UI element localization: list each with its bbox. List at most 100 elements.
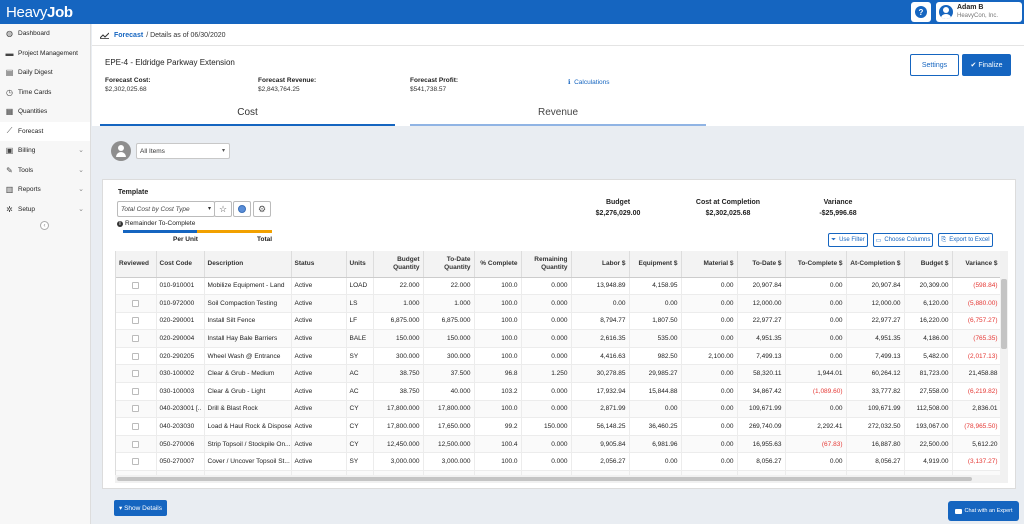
- sidebar-item-label: Setup: [18, 205, 35, 213]
- gear-icon: ⚙: [257, 203, 267, 214]
- tab-revenue[interactable]: Revenue: [410, 100, 706, 126]
- sidebar-item-project-management[interactable]: ▬ Project Management: [0, 44, 90, 64]
- table-row[interactable]: 020-290001 Install Silt Fence Active LF 6,87…: [116, 312, 1000, 331]
- table-cell: 22.000: [423, 277, 475, 296]
- reviewed-checkbox[interactable]: [132, 370, 140, 378]
- table-cell: 12,450.000: [373, 435, 424, 454]
- favorite-button[interactable]: ☆: [214, 201, 232, 217]
- table-cell: 1,944.01: [785, 364, 847, 384]
- template-select[interactable]: Total Cost by Cost Type ▾: [117, 201, 215, 217]
- column-header[interactable]: Material $: [681, 251, 738, 278]
- summary-variance: Variance -$25,996.68: [819, 199, 857, 217]
- sidebar-item-billing[interactable]: ▣ Billing ⌄: [0, 141, 90, 161]
- choose-columns-button[interactable]: ▭ Choose Columns: [873, 233, 933, 247]
- chevron-down-icon[interactable]: ⌄: [78, 205, 84, 213]
- sidebar-item-quantities[interactable]: ▦ Quantities: [0, 102, 90, 122]
- column-header[interactable]: To-Date Quantity: [423, 251, 475, 278]
- column-header[interactable]: Units: [346, 251, 374, 278]
- chat-expert-button[interactable]: Chat with an Expert: [948, 501, 1019, 521]
- reviewed-checkbox[interactable]: [132, 282, 140, 290]
- reviewed-checkbox[interactable]: [132, 405, 140, 413]
- table-row[interactable]: 010-910001 Mobilize Equipment - Land Activ…: [116, 277, 1000, 296]
- sidebar-item-forecast[interactable]: ⟋ Forecast: [0, 121, 90, 141]
- sidebar-item-setup[interactable]: ✲ Setup ⌄: [0, 200, 90, 220]
- use-filter-button[interactable]: ⏷ Use Filter: [828, 233, 868, 247]
- sidebar-item-time-cards[interactable]: ◷ Time Cards: [0, 83, 90, 103]
- breadcrumb-forecast-link[interactable]: Forecast: [114, 32, 144, 39]
- column-header[interactable]: % Complete: [474, 251, 522, 278]
- column-header[interactable]: Labor $: [571, 251, 630, 278]
- tab-cost[interactable]: Cost: [100, 100, 395, 126]
- reviewed-checkbox[interactable]: [132, 317, 140, 325]
- reviewed-checkbox[interactable]: [132, 387, 140, 395]
- column-header[interactable]: To-Complete $: [785, 251, 847, 278]
- chevron-down-icon[interactable]: ⌄: [78, 147, 84, 154]
- table-cell: 0.00: [681, 364, 738, 384]
- column-header[interactable]: Variance $: [952, 251, 1000, 278]
- column-header[interactable]: Reviewed: [116, 251, 157, 278]
- sidebar-item-dashboard[interactable]: ◍ Dashboard: [0, 24, 90, 44]
- items-filter-select[interactable]: All Items ▾: [136, 143, 230, 159]
- table-cell: 0.00: [681, 435, 738, 454]
- reviewed-checkbox[interactable]: [132, 352, 140, 360]
- table-cell: 15,844.88: [629, 382, 682, 401]
- table-row[interactable]: 030-100002 Clear & Grub - Medium Active AC 3…: [116, 364, 1000, 384]
- finalize-button[interactable]: ✔ Finalize: [962, 54, 1011, 76]
- sidebar-item-tools[interactable]: ✎ Tools ⌄: [0, 161, 90, 181]
- forecast-table-wrap: Reviewed Cost Code Description Status Units B…: [115, 251, 1000, 475]
- column-header[interactable]: Cost Code: [156, 251, 205, 278]
- export-excel-button[interactable]: ⎘ Export to Excel: [938, 233, 993, 247]
- reviewed-checkbox[interactable]: [132, 335, 140, 343]
- reviewed-checkbox[interactable]: [132, 458, 140, 466]
- column-header[interactable]: At-Completion $: [846, 251, 905, 278]
- column-header[interactable]: Remaining Quantity: [521, 251, 572, 278]
- table-row[interactable]: 040-203030 Load & Haul Rock & Dispose Acti…: [116, 417, 1000, 436]
- forecast-table: Reviewed Cost Code Description Status Units B…: [116, 251, 1000, 475]
- table-row[interactable]: 060-201005Excavate Clay MaterialActiveCY…: [116, 470, 1000, 475]
- table-row[interactable]: 050-270006 Strip Topsoil / Stockpile On..…: [116, 435, 1000, 454]
- user-menu[interactable]: Adam B HeavyCon, Inc.: [936, 2, 1022, 22]
- table-cell: 20,907.84: [737, 277, 786, 296]
- table-row[interactable]: 020-290004 Install Hay Bale Barriers Activ…: [116, 329, 1000, 348]
- table-row[interactable]: 010-972000 Soil Compaction Testing Active L…: [116, 294, 1000, 313]
- per-unit-toggle[interactable]: Per Unit: [173, 236, 198, 243]
- table-cell: 2,836.01: [952, 400, 1000, 419]
- chevron-down-icon[interactable]: ⌄: [78, 186, 84, 193]
- chevron-down-icon[interactable]: ⌄: [78, 166, 84, 174]
- show-details-button[interactable]: ▾ Show Details: [114, 500, 167, 516]
- table-cell: 81,723.00: [904, 364, 953, 384]
- reviewed-checkbox[interactable]: [132, 299, 140, 307]
- total-toggle[interactable]: Total: [257, 236, 273, 243]
- column-header[interactable]: Status: [291, 251, 347, 278]
- calculations-link[interactable]: ℹ Calculations: [568, 79, 610, 86]
- vertical-scrollbar[interactable]: [1000, 251, 1008, 475]
- per-unit-toggle-bar[interactable]: [123, 230, 197, 233]
- settings-button[interactable]: Settings: [910, 54, 959, 76]
- table-row[interactable]: 040-203001 [.. Drill & Blast Rock Active CY…: [116, 400, 1000, 419]
- column-header[interactable]: To-Date $: [737, 251, 786, 278]
- reviewed-checkbox[interactable]: [132, 440, 140, 448]
- help-button[interactable]: ?: [911, 2, 931, 22]
- column-header[interactable]: Budget Quantity: [373, 251, 424, 278]
- table-row[interactable]: 030-100003 Clear & Grub - Light Active AC 38…: [116, 382, 1000, 401]
- table-cell: 56,148.25: [571, 417, 630, 436]
- template-settings-button[interactable]: ⚙: [253, 201, 271, 217]
- sidebar-item-reports[interactable]: ▥ Reports ⌄: [0, 180, 90, 200]
- column-header[interactable]: Description: [204, 251, 292, 278]
- horizontal-scrollbar[interactable]: [115, 475, 1008, 483]
- column-header[interactable]: Equipment $: [629, 251, 682, 278]
- reviewed-checkbox[interactable]: [132, 423, 140, 431]
- share-template-button[interactable]: [233, 201, 251, 217]
- sidebar-item-label: Project Management: [18, 49, 78, 57]
- collapse-sidebar-button[interactable]: ‹: [40, 221, 49, 230]
- table-row[interactable]: 020-290205 Wheel Wash @ Entrance Active SY 3…: [116, 347, 1000, 366]
- table-cell: 4,951.35: [846, 329, 905, 348]
- total-toggle-bar[interactable]: [197, 230, 272, 233]
- sidebar-item-daily-digest[interactable]: ▤ Daily Digest: [0, 63, 90, 83]
- table-row[interactable]: 050-270007 Cover / Uncover Topsoil St... A…: [116, 452, 1000, 472]
- column-header[interactable]: Budget $: [904, 251, 953, 278]
- table-cell: 030-100002: [156, 364, 205, 384]
- table-cell: 8,056.27: [737, 452, 786, 472]
- table-cell: Active: [291, 382, 347, 401]
- heavyjob-logo[interactable]: HeavyJob: [6, 3, 73, 21]
